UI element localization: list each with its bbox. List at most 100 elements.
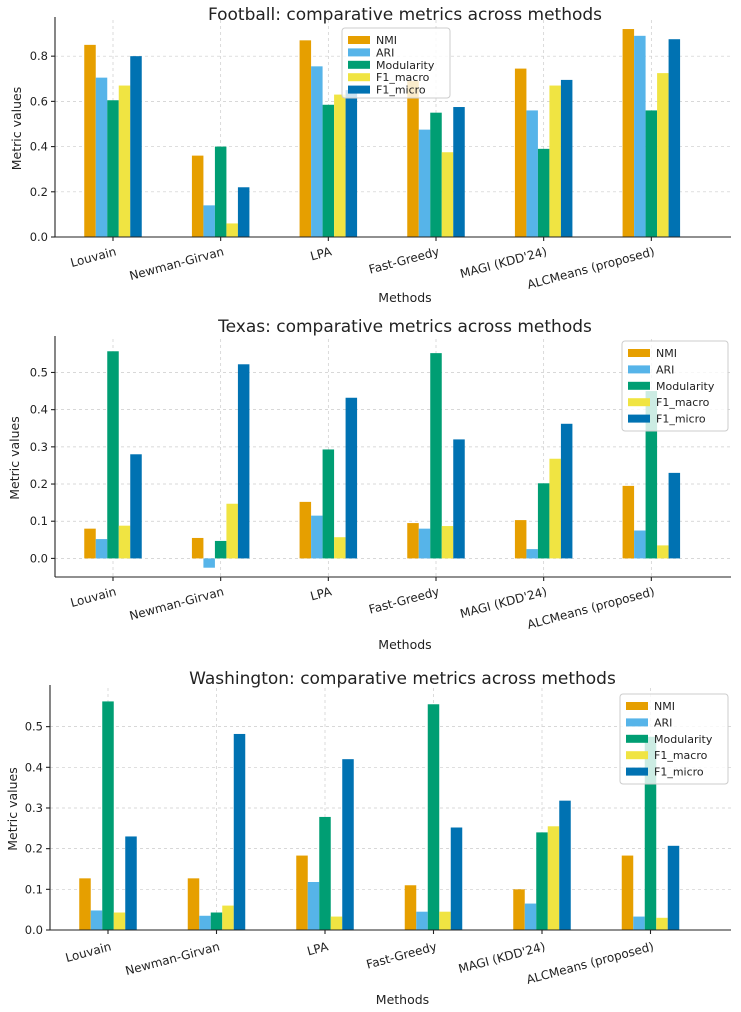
legend-swatch-f1-micro (628, 414, 650, 423)
legend-swatch-f1-macro (626, 751, 648, 760)
bar-ari-fast-greedy (418, 129, 431, 237)
x-tick-label: Louvain (64, 939, 113, 965)
legend-label-modularity: Modularity (654, 733, 713, 746)
bar-f1-micro-magi-kdd-24 (560, 423, 573, 559)
y-tick-label: 0.3 (30, 440, 48, 454)
bar-ari-fast-greedy (416, 911, 428, 930)
bar-f1-macro-louvain (118, 85, 131, 237)
bar-modularity-magi-kdd-24 (536, 832, 548, 930)
bar-f1-micro-newman-girvan (237, 187, 250, 237)
bar-nmi-magi-kdd-24 (513, 889, 525, 930)
x-axis-label: Methods (376, 992, 429, 1007)
legend-box (619, 693, 729, 785)
legend-swatch-ari (628, 365, 650, 374)
x-tick-label: LPA (309, 584, 334, 603)
bar-f1-micro-lpa (342, 759, 354, 930)
bar-f1-macro-alcmeans-proposed (657, 545, 669, 559)
bar-modularity-louvain (107, 100, 119, 238)
bar-f1-macro-newman-girvan (226, 223, 238, 237)
bar-nmi-lpa (299, 40, 312, 237)
bar-modularity-newman-girvan (214, 540, 227, 559)
legend-label-nmi: NMI (656, 347, 677, 360)
bar-nmi-fast-greedy (407, 81, 419, 237)
legend: NMI ARI Modularity F1_macro F1_micro (619, 693, 729, 785)
bar-f1-macro-magi-kdd-24 (547, 826, 560, 930)
legend-label-ari: ARI (376, 46, 394, 59)
bar-f1-micro-newman-girvan (233, 733, 246, 930)
chart-title: Texas: comparative metrics across method… (217, 317, 592, 337)
legend-label-modularity: Modularity (656, 380, 715, 393)
bar-modularity-louvain (102, 701, 114, 930)
legend-box (621, 340, 729, 432)
x-axis-label: Methods (378, 637, 431, 652)
bar-nmi-fast-greedy (404, 885, 417, 930)
bar-ari-alcmeans-proposed (633, 916, 645, 930)
bar-ari-louvain (95, 77, 108, 237)
y-tick-label: 0.1 (25, 882, 43, 896)
bar-modularity-alcmeans-proposed (645, 391, 658, 559)
bar-nmi-alcmeans-proposed (622, 485, 635, 559)
bar-ari-lpa (311, 66, 323, 238)
y-tick-label: 0.2 (30, 477, 48, 491)
y-axis-label: Metric values (9, 87, 24, 171)
legend-swatch-modularity (628, 381, 650, 390)
bar-f1-micro-alcmeans-proposed (668, 472, 681, 559)
bar-nmi-magi-kdd-24 (514, 68, 527, 237)
legend-label-f1-macro: F1_macro (376, 71, 430, 84)
bar-nmi-lpa (296, 855, 308, 930)
bar-ari-lpa (307, 882, 320, 930)
y-tick-label: 0.0 (25, 923, 43, 937)
x-tick-label: LPA (306, 939, 331, 958)
bar-modularity-lpa (319, 816, 331, 930)
legend-label-nmi: NMI (376, 34, 397, 47)
washington-chart: Washington: comparative metrics across m… (5, 669, 731, 1007)
x-tick-label: Fast-Greedy (367, 584, 441, 616)
legend-label-f1-macro: F1_macro (654, 749, 708, 762)
chart-title: Washington: comparative metrics across m… (189, 669, 616, 689)
bar-ari-louvain (95, 539, 108, 559)
bar-ari-alcmeans-proposed (634, 530, 646, 559)
y-tick-label: 0.4 (25, 760, 43, 774)
legend-label-f1-macro: F1_macro (656, 396, 710, 409)
x-tick-label: Newman-Girvan (128, 584, 226, 623)
legend-swatch-nmi (628, 349, 650, 357)
bar-f1-macro-magi-kdd-24 (549, 85, 561, 237)
y-tick-label: 0.3 (25, 801, 43, 815)
legend-swatch-ari (348, 48, 370, 57)
bar-modularity-fast-greedy (430, 112, 442, 237)
legend-swatch-nmi (348, 36, 370, 44)
bar-nmi-fast-greedy (407, 523, 419, 559)
y-axis-label: Metric values (5, 767, 20, 851)
bar-f1-micro-magi-kdd-24 (560, 79, 573, 238)
y-tick-label: 0.5 (30, 365, 48, 379)
legend-swatch-modularity (348, 60, 370, 69)
legend-label-f1-micro: F1_micro (656, 413, 706, 426)
y-tick-label: 0.4 (30, 140, 48, 154)
bar-f1-micro-fast-greedy (450, 827, 463, 930)
bar-nmi-alcmeans-proposed (621, 855, 634, 930)
bar-f1-micro-magi-kdd-24 (559, 800, 571, 930)
legend-label-ari: ARI (654, 716, 672, 729)
bar-f1-micro-lpa (345, 90, 358, 238)
bar-modularity-lpa (322, 449, 335, 559)
bar-modularity-lpa (322, 104, 335, 237)
legend-swatch-f1-macro (628, 398, 650, 407)
bar-nmi-louvain (84, 44, 96, 238)
y-tick-label: 0.2 (30, 185, 48, 199)
bar-f1-micro-fast-greedy (453, 439, 465, 559)
bar-ari-newman-girvan (199, 915, 211, 930)
bar-ari-fast-greedy (418, 528, 431, 559)
bar-f1-macro-louvain (113, 912, 126, 930)
bar-modularity-alcmeans-proposed (645, 110, 658, 237)
bar-f1-micro-lpa (345, 397, 358, 559)
bar-ari-alcmeans-proposed (634, 35, 646, 237)
legend-swatch-nmi (626, 702, 648, 710)
y-tick-label: 0.5 (25, 720, 43, 734)
bar-f1-macro-louvain (118, 525, 131, 559)
bar-f1-macro-newman-girvan (222, 905, 234, 930)
x-tick-label: Fast-Greedy (367, 244, 441, 276)
y-tick-label: 0.0 (30, 230, 48, 244)
bar-f1-macro-lpa (334, 537, 346, 559)
bar-ari-magi-kdd-24 (526, 110, 538, 237)
